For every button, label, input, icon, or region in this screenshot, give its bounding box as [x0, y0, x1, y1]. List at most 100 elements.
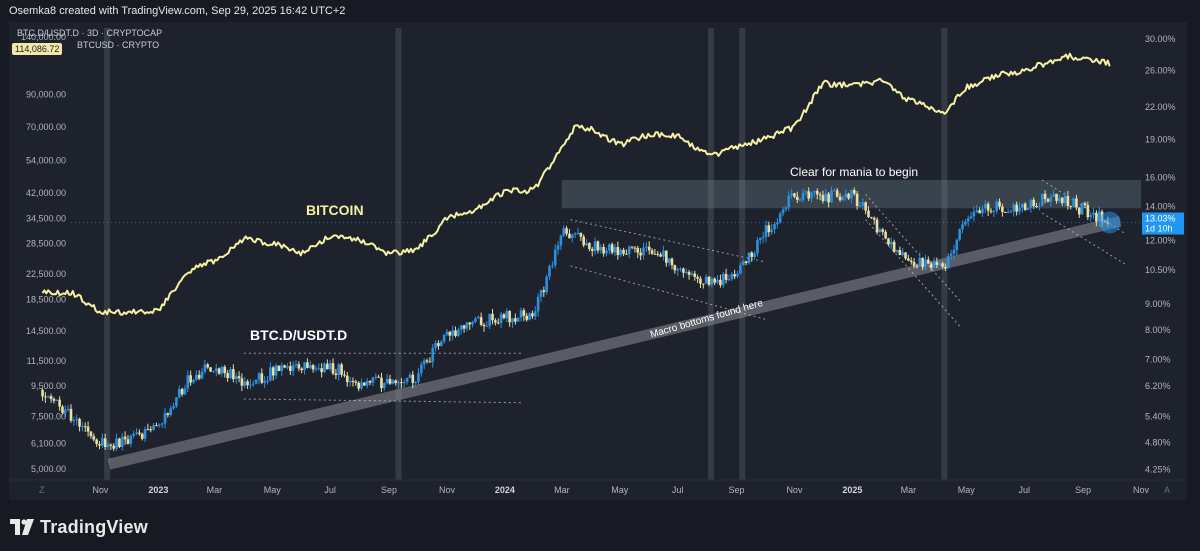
ratio-candle	[306, 362, 309, 368]
ratio-candle	[180, 389, 184, 395]
ratio-candle	[1040, 193, 1044, 206]
ratio-candle	[494, 320, 497, 323]
time-axis-label: Jul	[672, 485, 684, 495]
ratio-candle	[904, 252, 907, 259]
chart-svg[interactable]: 140,000.00 90,000.00 70,000.00 54,000.00 42,…	[9, 22, 1187, 500]
chart-frame[interactable]: 140,000.00 90,000.00 70,000.00 54,000.00 42,…	[9, 22, 1187, 500]
time-axis-label: 2023	[148, 485, 168, 495]
right-axis-label: 26.00%	[1145, 65, 1176, 75]
ratio-candle	[713, 278, 717, 283]
ratio-candle	[214, 368, 218, 372]
ratio-candle	[616, 247, 620, 256]
ratio-candle	[650, 250, 654, 254]
auto-scale-corner-label[interactable]: A	[1164, 485, 1170, 495]
ratio-candle	[1035, 205, 1038, 207]
ratio-candle	[682, 268, 685, 273]
ratio-candle	[955, 239, 959, 251]
legend-symbol-ratio[interactable]: BTC.D/USDT.D · 3D · CRYPTOCAP	[17, 28, 163, 38]
ratio-candle	[143, 429, 147, 439]
ratio-candle	[1072, 198, 1075, 207]
ratio-candle	[78, 418, 81, 427]
ratio-candle	[345, 375, 349, 383]
left-axis-label: 9,500.00	[31, 381, 66, 391]
ratio-candle	[901, 252, 904, 256]
ratio-candle	[234, 376, 238, 380]
ratio-candle	[667, 258, 671, 263]
ratio-candle	[815, 190, 819, 195]
ratio-candle	[761, 236, 765, 238]
ratio-candle	[536, 296, 540, 312]
right-axis-label: 14.00%	[1145, 202, 1176, 212]
ratio-candle	[898, 249, 902, 256]
ratio-candle	[989, 210, 993, 212]
ratio-candle	[303, 362, 306, 371]
ratio-candle	[166, 413, 170, 416]
current-value-tag	[1142, 212, 1184, 235]
ratio-candle	[710, 278, 714, 285]
time-axis-label: Jul	[324, 485, 336, 495]
ratio-candle	[531, 313, 534, 317]
ratio-candle	[855, 193, 859, 207]
ratio-candle	[684, 271, 688, 273]
ratio-candle	[505, 310, 509, 319]
bitcoin-annotation: BITCOIN	[306, 202, 364, 218]
ratio-candle	[326, 363, 329, 370]
ratio-candle	[485, 325, 489, 327]
time-axis-label: Mar	[901, 485, 917, 495]
ratio-candle	[89, 431, 93, 437]
ratio-candle	[385, 378, 389, 384]
time-axis-label: Nov	[786, 485, 803, 495]
ratio-candle	[838, 196, 842, 201]
ratio-candle	[727, 279, 731, 281]
ratio-candle	[271, 367, 275, 376]
ratio-candle	[365, 380, 369, 386]
ratio-candle	[861, 202, 865, 206]
ratio-candle	[283, 365, 286, 368]
ratio-candle	[895, 249, 899, 252]
ratio-candle	[576, 232, 580, 234]
ratio-candle	[1075, 198, 1078, 208]
ratio-candle	[120, 436, 124, 447]
ratio-candle	[308, 365, 312, 368]
ratio-candle	[784, 207, 788, 210]
timezone-corner-label[interactable]: Z	[39, 485, 45, 495]
ratio-candle	[670, 258, 674, 266]
ratio-candle	[186, 375, 190, 389]
time-axis-label: Jul	[1018, 485, 1030, 495]
ratio-candle	[363, 382, 366, 386]
ratio-candle	[793, 193, 796, 197]
ratio-candle	[343, 374, 346, 376]
ratio-candle	[314, 368, 318, 370]
ratio-candle	[459, 325, 463, 330]
ratio-candle	[770, 229, 773, 233]
ratio-candle	[388, 378, 392, 384]
legend-symbol-btcusd[interactable]: BTCUSD · CRYPTO	[77, 40, 160, 50]
ratio-candle	[596, 241, 600, 251]
ratio-candle	[46, 396, 50, 398]
ratio-candle	[1009, 211, 1013, 213]
ratio-candle	[291, 365, 295, 371]
ratio-candle	[787, 195, 791, 208]
ratio-candle	[448, 331, 452, 336]
ratio-candle	[551, 265, 554, 267]
ratio-candle	[203, 364, 207, 372]
ratio-candle	[1086, 205, 1090, 218]
ratio-candle	[118, 438, 121, 447]
right-axis-label: 7.00%	[1145, 354, 1171, 364]
ratio-candle	[101, 438, 104, 446]
ratio-candle	[733, 274, 736, 277]
ratio-candle	[528, 313, 531, 320]
ratio-candle	[123, 436, 127, 440]
ratio-candle	[872, 217, 876, 220]
ratio-candle	[573, 233, 577, 235]
ratio-candle	[411, 374, 415, 383]
ratio-candle	[251, 383, 255, 385]
ratio-candle	[679, 268, 682, 270]
ratio-candle	[875, 219, 879, 233]
ratio-candle	[157, 424, 161, 426]
ratio-candle	[197, 374, 201, 379]
ratio-candle	[471, 321, 474, 325]
ratio-candle	[750, 252, 754, 257]
btcusd-line[interactable]	[41, 52, 1111, 316]
ratio-candle	[790, 193, 793, 196]
